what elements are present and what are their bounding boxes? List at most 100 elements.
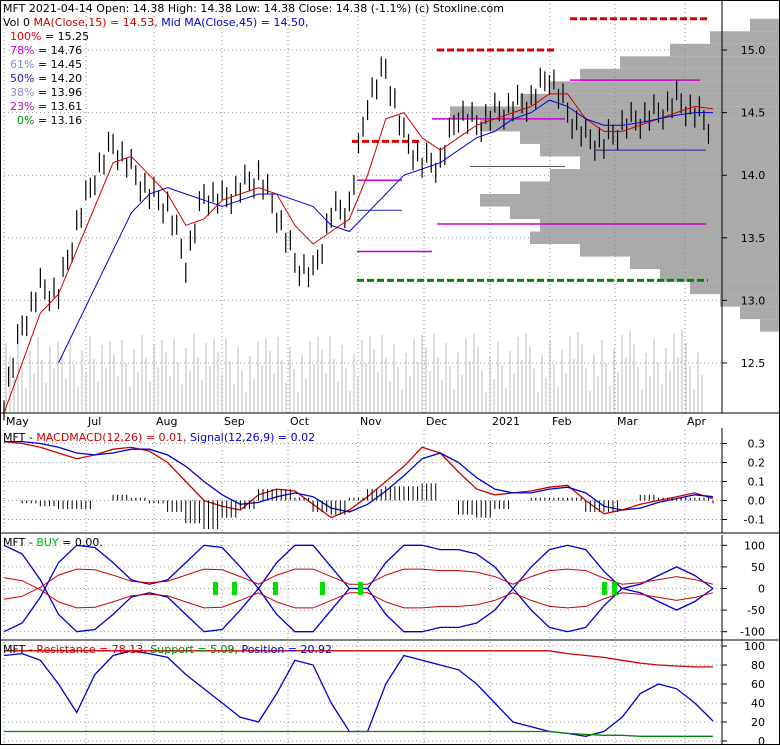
macd-title: MFT - MACDMACD(12,26) = 0.01, Signal(12,… [3,431,315,444]
volume-profile-bar [580,68,780,82]
fib-value: = 13.96 [37,86,83,99]
signal-value: Signal(12,26,9) = 0.02 [190,431,316,444]
y-tick-label: 14.0 [741,169,766,182]
volume-profile-bar [720,294,780,307]
volume-profile-bar [480,118,780,132]
y-tick-label: 20 [751,716,765,729]
position-value: Position = 20.92 [241,643,333,656]
volume-profile-bar [630,256,780,270]
y-tick-label: 50 [751,561,765,574]
buy-word: BUY [36,536,59,549]
fib-legend-item: 50% = 14.20 [10,72,82,85]
source-credit: (c) Stoxline.com [414,2,504,15]
buy-signal-bar [602,582,607,595]
fib-percent: 78% [10,44,38,57]
volume-profile-bar [690,281,780,295]
y-tick-label: -50 [747,604,765,617]
y-tick-label: 12.5 [741,357,766,370]
y-tick-label: -100 [740,626,765,639]
x-tick-label: Dec [426,415,447,428]
series-line [4,650,713,668]
fib-legend-item: 23% = 13.61 [10,100,82,113]
volume-profile-bar [750,18,780,32]
fib-legend-item: 100% = 15.25 [10,30,89,43]
x-tick-label: Apr [687,415,707,428]
volume-profile-bar [480,193,780,207]
ma15-label: MA(Close,15) = 14.53, [33,16,158,29]
fib-value: = 13.16 [37,114,83,127]
volume-profile-bar [520,131,780,144]
series-line [4,440,714,513]
volume-profile-bar [510,206,780,220]
fib-percent: 61% [10,58,38,71]
fib-legend-item: 61% = 14.45 [10,58,82,71]
y-tick-label: 0.1 [748,476,766,489]
fib-value: = 13.61 [37,100,83,113]
y-tick-label: 14.5 [741,107,766,120]
res-ticker: MFT - [3,643,37,656]
ma45-line [58,99,713,364]
resistance-value: Resistance = 78.13, [36,643,147,656]
y-tick-label: 0 [758,583,765,596]
y-tick-label: 0.0 [748,495,766,508]
ma-line: Vol 0 MA(Close,15) = 14.53, Mid MA(Close… [3,16,309,29]
buy-value: = 0.00. [62,536,103,549]
volume-profile-bar [540,219,780,232]
fib-value: = 15.25 [44,30,90,43]
volume-profile-bar [760,319,780,332]
buy-signal-bar [320,582,325,595]
fib-legend-item: 38% = 13.96 [10,86,82,99]
fib-value: = 14.20 [37,72,83,85]
open-value: Open: 14.38 [96,2,165,15]
volume-profile-bar [550,81,780,94]
fib-percent: 38% [10,86,38,99]
x-tick-label: Feb [552,415,571,428]
x-tick-label: Nov [360,415,382,428]
low-value: Low: 14.38 [235,2,296,15]
y-tick-label: 15.0 [741,44,766,57]
grid-lines [3,4,722,745]
y-tick-label: 100 [744,640,765,653]
x-tick-label: 2021 [492,415,520,428]
y-tick-label: 0 [758,735,765,745]
date: 2021-04-14 [28,2,93,15]
fib-percent: 100% [10,30,45,43]
y-tick-label: 0.3 [748,438,766,451]
fib-percent: 23% [10,100,38,113]
y-tick-label: 13.5 [741,232,766,245]
volume-profile-bar [520,181,780,194]
x-tick-label: Aug [156,415,177,428]
buy-signal-bar [358,582,363,595]
volume-profile-bar [660,269,780,282]
x-tick-label: Sep [224,415,245,428]
header-line: MFT 2021-04-14 Open: 14.38 High: 14.38 L… [3,2,504,15]
buy-signal-bar [273,582,278,595]
volume-profile-bar [530,231,780,245]
buy-signal-bar [232,582,237,595]
y-tick-label: 40 [751,697,765,710]
y-tick-label: 0.2 [748,457,766,470]
volume-profile-bar [580,156,780,169]
macd-word: MACD [36,431,70,444]
macd-series [3,440,714,529]
support-value: Support = 5.09, [150,643,238,656]
resistance-title: MFT - Resistance = 78.13, Support = 5.09… [3,643,332,656]
macd-ticker: MFT - [3,431,37,444]
y-tick-label: 100 [744,539,765,552]
buy-signal-bar [213,582,218,595]
y-tick-label: 80 [751,659,765,672]
buy-ticker: MFT - [3,536,37,549]
ma45-label: Mid MA(Close,45) = 14.50, [161,16,309,29]
volume-profile-bar [620,56,780,69]
buy-title: MFT - BUY = 0.00. [3,536,103,549]
resistance-series [3,650,714,737]
buy-series [3,544,714,633]
ticker: MFT [3,2,26,15]
x-tick-label: May [6,415,29,428]
y-tick-label: 13.0 [741,294,766,307]
fib-legend-item: 0% = 13.16 [17,114,82,127]
fib-legend-item: 78% = 14.76 [10,44,82,57]
volume-profile-bar [740,306,780,320]
